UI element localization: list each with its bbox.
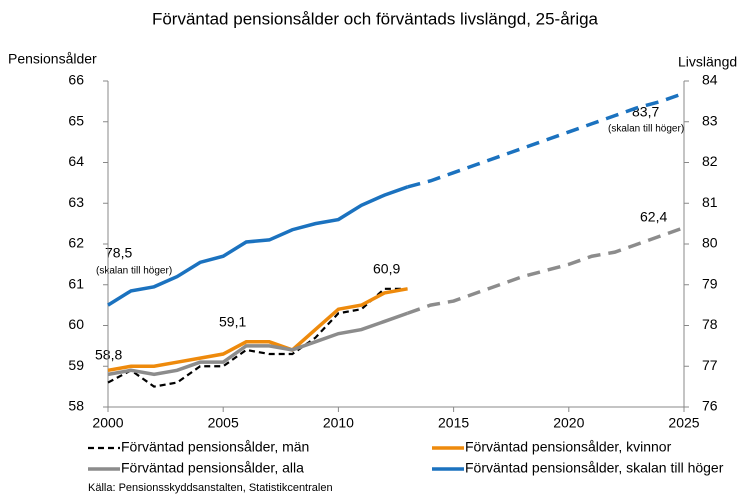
- x-tick-label: 2000: [92, 415, 123, 431]
- x-tick-label: 2005: [208, 415, 239, 431]
- annotation: 78,5: [105, 245, 132, 261]
- annotation: (skalan till höger): [608, 124, 684, 135]
- y-axis-label: Pensionsålder: [8, 51, 97, 67]
- legend-label: Förväntad pensionsålder, skalan till hög…: [465, 460, 724, 476]
- y-tick-label: 62: [68, 235, 84, 251]
- source: Källa: Pensionsskyddsanstalten, Statisti…: [88, 482, 333, 494]
- annotation: 62,4: [640, 209, 667, 225]
- legend-label: Förväntad pensionsålder, kvinnor: [465, 439, 672, 455]
- y2-tick-label: 81: [702, 194, 718, 210]
- series-line: [406, 226, 685, 315]
- y2-axis-label: Livslängd: [678, 54, 737, 70]
- annotation: 58,8: [95, 347, 122, 363]
- x-tick-label: 2010: [323, 415, 354, 431]
- y-tick-label: 63: [68, 194, 84, 210]
- series-line: [107, 185, 409, 307]
- y2-tick-label: 79: [702, 275, 718, 291]
- y-tick-label: 66: [68, 72, 84, 88]
- y2-tick-label: 76: [702, 398, 718, 414]
- x-tick-label: 2020: [553, 415, 584, 431]
- annotation: 59,1: [219, 314, 246, 330]
- series-line: [107, 287, 408, 388]
- legend-label: Förväntad pensionsålder, män: [121, 439, 309, 455]
- series-line: [407, 91, 685, 189]
- y2-tick-label: 83: [702, 112, 718, 128]
- y-tick-label: 64: [68, 153, 84, 169]
- annotation: (skalan till höger): [96, 266, 172, 277]
- annotation: 60,9: [373, 261, 400, 277]
- y2-tick-label: 80: [702, 235, 718, 251]
- legend-label: Förväntad pensionsålder, alla: [121, 460, 304, 476]
- x-tick-label: 2015: [438, 415, 469, 431]
- y-tick-label: 60: [68, 316, 84, 332]
- y2-tick-label: 84: [702, 72, 718, 88]
- annotation: 83,7: [632, 104, 659, 120]
- series-line: [107, 287, 408, 373]
- y2-tick-label: 82: [702, 153, 718, 169]
- y2-tick-label: 78: [702, 316, 718, 332]
- y-tick-label: 61: [68, 275, 84, 291]
- x-tick-label: 2025: [668, 415, 699, 431]
- chart-title: Förväntad pensionsålder och förväntads l…: [152, 9, 599, 28]
- y-tick-label: 65: [68, 112, 84, 128]
- y-tick-label: 58: [68, 398, 84, 414]
- series-line: [107, 311, 409, 377]
- y-tick-label: 59: [68, 357, 84, 373]
- y2-tick-label: 77: [702, 357, 718, 373]
